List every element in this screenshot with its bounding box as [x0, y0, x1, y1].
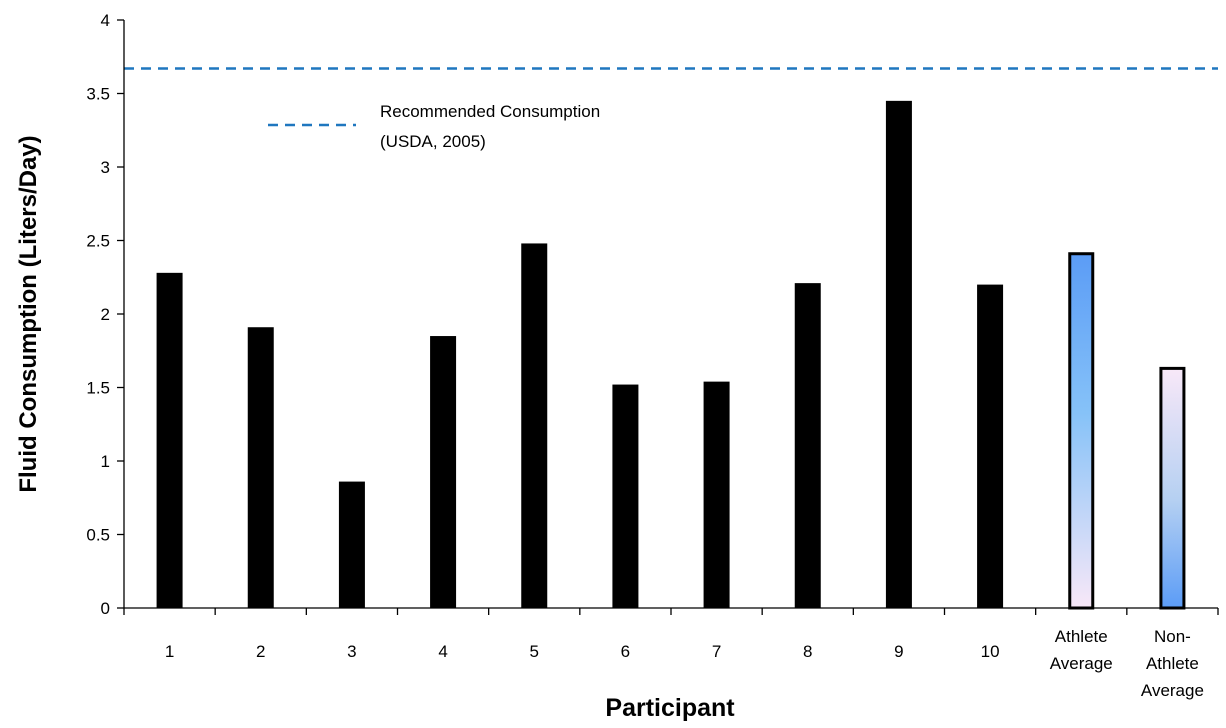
bar	[521, 243, 548, 608]
y-tick-label: 2.5	[86, 232, 110, 251]
bar	[703, 381, 730, 608]
bar	[794, 283, 821, 608]
x-tick-label: 1	[165, 642, 174, 661]
x-tick-label: Non-Athlete Average	[1141, 627, 1204, 700]
x-tick-label: Athlete Average	[1050, 627, 1113, 673]
x-tick-label: 6	[621, 642, 630, 661]
y-tick-label: 3.5	[86, 85, 110, 104]
bars	[156, 100, 1186, 610]
bar	[612, 384, 639, 608]
bar	[156, 272, 183, 608]
x-tick-label: 3	[347, 642, 356, 661]
y-tick-label: 1.5	[86, 379, 110, 398]
y-tick-label: 1	[101, 452, 110, 471]
x-tick-label: 8	[803, 642, 812, 661]
bar	[247, 327, 274, 608]
x-axis-ticks: 1 2 3 4 5 6 7 8 9 10 Athlete Average Non-Athlete Aver…	[123, 608, 1219, 700]
y-tick-label: 4	[101, 11, 110, 30]
x-tick-label: 4	[438, 642, 447, 661]
y-tick-label: 0.5	[86, 526, 110, 545]
legend: Recommended Consumption (USDA, 2005)	[268, 102, 600, 151]
y-axis-ticks: 0 0.5 1 1.5 2 2.5 3 3.5 4	[86, 11, 124, 618]
bar	[430, 336, 457, 608]
bar	[885, 100, 912, 608]
y-axis-title: Fluid Consumption (Liters/Day)	[15, 135, 42, 492]
x-tick-label: 5	[530, 642, 539, 661]
legend-label: Recommended Consumption (USDA, 2005)	[380, 102, 600, 151]
bar	[338, 481, 365, 608]
bar	[1159, 366, 1186, 610]
x-tick-label: 2	[256, 642, 265, 661]
y-tick-label: 0	[101, 599, 110, 618]
bar	[1068, 252, 1095, 610]
y-tick-label: 2	[101, 305, 110, 324]
x-tick-label: 7	[712, 642, 721, 661]
y-tick-label: 3	[101, 158, 110, 177]
x-tick-label: 10	[981, 642, 1000, 661]
x-tick-label: 9	[894, 642, 903, 661]
x-axis-title: Participant	[605, 694, 735, 722]
bar	[977, 284, 1004, 608]
